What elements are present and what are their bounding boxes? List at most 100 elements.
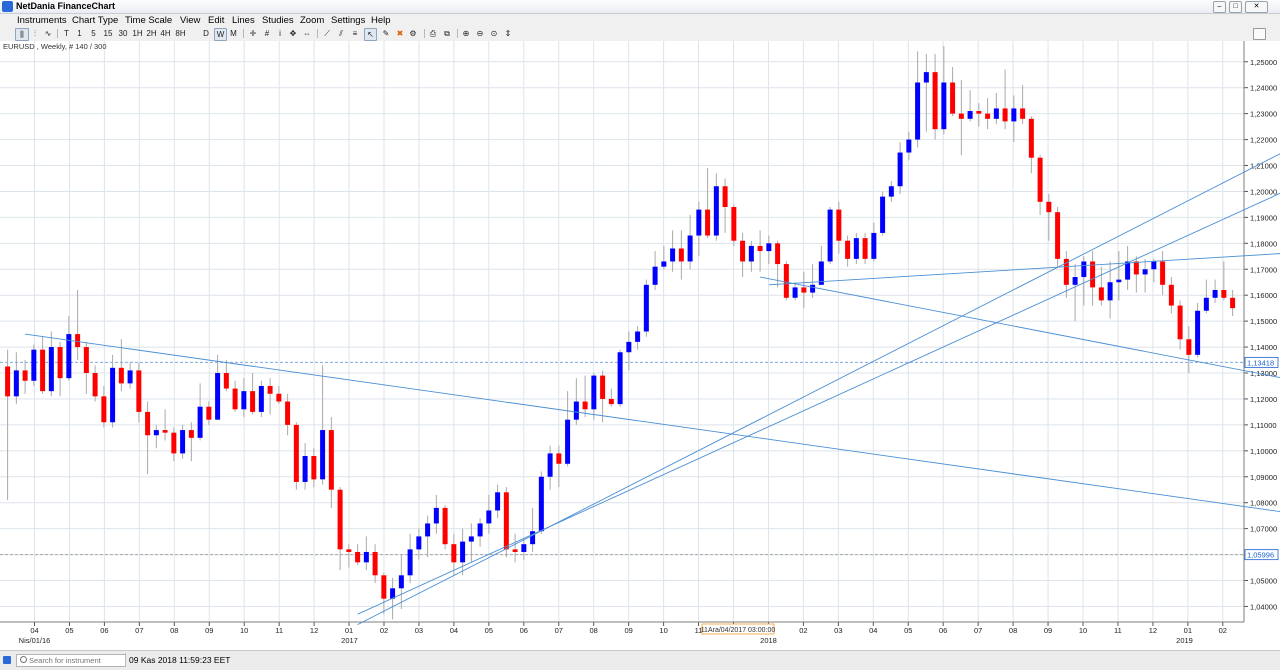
candle-down xyxy=(1230,297,1236,309)
timescale-t[interactable]: T xyxy=(64,29,69,38)
zoom-out-icon[interactable]: ⊖ xyxy=(476,29,484,38)
delete-lines-icon[interactable]: ✖ xyxy=(396,29,404,38)
candle-down xyxy=(932,72,938,130)
trendline xyxy=(357,192,1280,615)
candle-up xyxy=(915,82,921,140)
zoom-reset-icon[interactable]: ⊙ xyxy=(490,29,498,38)
search-input[interactable] xyxy=(29,655,123,666)
timescale-1h[interactable]: 1H xyxy=(132,29,143,38)
candle-up xyxy=(31,349,37,381)
info-icon[interactable]: i xyxy=(279,29,281,38)
timescale-2h[interactable]: 2H xyxy=(146,29,157,38)
y-tick-label: 1,16000 xyxy=(1250,291,1277,300)
scale-icon[interactable]: ⇕ xyxy=(504,29,512,38)
y-tick-label: 1,09000 xyxy=(1250,473,1277,482)
grid-crosshair-icon[interactable]: # xyxy=(264,29,270,38)
candle-down xyxy=(556,453,562,464)
copy-icon[interactable]: ⧉ xyxy=(444,29,450,38)
menu-chart-type[interactable]: Chart Type xyxy=(72,15,119,26)
x-tick-label: 07 xyxy=(135,626,143,635)
x-tick-label: 03 xyxy=(415,626,423,635)
timescale-w[interactable]: W xyxy=(214,28,227,41)
minimize-icon[interactable]: – xyxy=(1213,1,1226,13)
candle-down xyxy=(1177,305,1183,340)
menu-settings[interactable]: Settings xyxy=(331,15,366,26)
candle-down xyxy=(328,430,334,490)
candle-down xyxy=(862,238,868,259)
menu-edit[interactable]: Edit xyxy=(208,15,225,26)
x-tick-label: 11 xyxy=(1114,626,1122,635)
x-tick-label: 08 xyxy=(590,626,598,635)
x-tick-label: 11 xyxy=(275,626,283,635)
candle-down xyxy=(801,287,807,293)
channel-icon[interactable]: ⫽ xyxy=(339,29,343,38)
candle-chart-icon[interactable]: ⫼ xyxy=(15,28,29,41)
x-tick-label: 06 xyxy=(100,626,108,635)
year-label: 2018 xyxy=(760,636,777,645)
pointer-icon[interactable]: ↖ xyxy=(364,28,377,41)
candle-down xyxy=(250,391,256,412)
menu-zoom[interactable]: Zoom xyxy=(300,15,325,26)
candle-up xyxy=(617,352,623,405)
crosshair-icon[interactable]: ✛ xyxy=(249,29,257,38)
search-box[interactable] xyxy=(16,654,126,667)
x-tick-label: 10 xyxy=(659,626,667,635)
timescale-30[interactable]: 30 xyxy=(118,29,128,38)
candle-down xyxy=(206,406,212,420)
maximize-icon[interactable]: □ xyxy=(1229,1,1242,13)
x-tick-label: 05 xyxy=(904,626,912,635)
menu-view[interactable]: View xyxy=(180,15,201,26)
candle-down xyxy=(75,334,81,348)
timescale-4h[interactable]: 4H xyxy=(160,29,171,38)
menu-studies[interactable]: Studies xyxy=(262,15,294,26)
candle-down xyxy=(293,424,299,482)
candle-up xyxy=(810,284,816,293)
candle-down xyxy=(678,248,684,262)
y-tick-label: 1,15000 xyxy=(1250,317,1277,326)
pencil-icon[interactable]: ✎ xyxy=(382,29,390,38)
maximize-chart-icon[interactable] xyxy=(1253,28,1266,40)
y-tick-label: 1,14000 xyxy=(1250,343,1277,352)
chart-area[interactable] xyxy=(0,41,1280,650)
y-tick-label: 1,04000 xyxy=(1250,602,1277,611)
menu-time-scale[interactable]: Time Scale xyxy=(125,15,173,26)
candle-up xyxy=(888,186,894,197)
y-tick-label: 1,12000 xyxy=(1250,395,1277,404)
x-tick-label: 08 xyxy=(170,626,178,635)
candle-up xyxy=(713,186,719,236)
timescale-15[interactable]: 15 xyxy=(103,29,113,38)
move-icon[interactable]: ✥ xyxy=(289,29,297,38)
timescale-d[interactable]: D xyxy=(203,29,209,38)
y-tick-label: 1,25000 xyxy=(1250,58,1277,67)
candle-down xyxy=(608,398,614,405)
menu-instruments[interactable]: Instruments xyxy=(17,15,67,26)
close-icon[interactable]: ✕ xyxy=(1245,1,1268,13)
candle-down xyxy=(600,375,606,399)
candle-up xyxy=(241,391,247,410)
x-tick-label: 05 xyxy=(485,626,493,635)
y-tick-label: 1,13000 xyxy=(1250,369,1277,378)
x-tick-label: 02 xyxy=(799,626,807,635)
timescale-1[interactable]: 1 xyxy=(77,29,82,38)
timescale-5[interactable]: 5 xyxy=(91,29,96,38)
ohlc-chart-icon[interactable]: ⫶ xyxy=(34,29,36,38)
fit-icon[interactable]: ⇔ xyxy=(303,29,311,38)
x-tick-label: 05 xyxy=(65,626,73,635)
year-label: Nis/01/16 xyxy=(19,636,51,645)
fibonacci-icon[interactable]: ≡ xyxy=(352,29,358,38)
x-tick-label: 06 xyxy=(520,626,528,635)
candle-up xyxy=(433,507,439,524)
properties-icon[interactable]: ⚙ xyxy=(409,29,417,38)
trendline-icon[interactable]: ⟋ xyxy=(324,29,330,38)
menu-help[interactable]: Help xyxy=(371,15,391,26)
candle-down xyxy=(267,385,273,394)
line-chart-icon[interactable]: ∿ xyxy=(44,29,52,38)
candle-up xyxy=(687,235,693,262)
candle-down xyxy=(276,393,282,402)
candlestick-chart[interactable]: 1,040001,050001,060001,070001,080001,090… xyxy=(0,41,1280,650)
menu-lines[interactable]: Lines xyxy=(232,15,255,26)
print-icon[interactable]: ⎙ xyxy=(429,29,437,38)
zoom-in-icon[interactable]: ⊕ xyxy=(462,29,470,38)
timescale-8h[interactable]: 8H xyxy=(175,29,186,38)
timescale-m[interactable]: M xyxy=(230,29,237,38)
